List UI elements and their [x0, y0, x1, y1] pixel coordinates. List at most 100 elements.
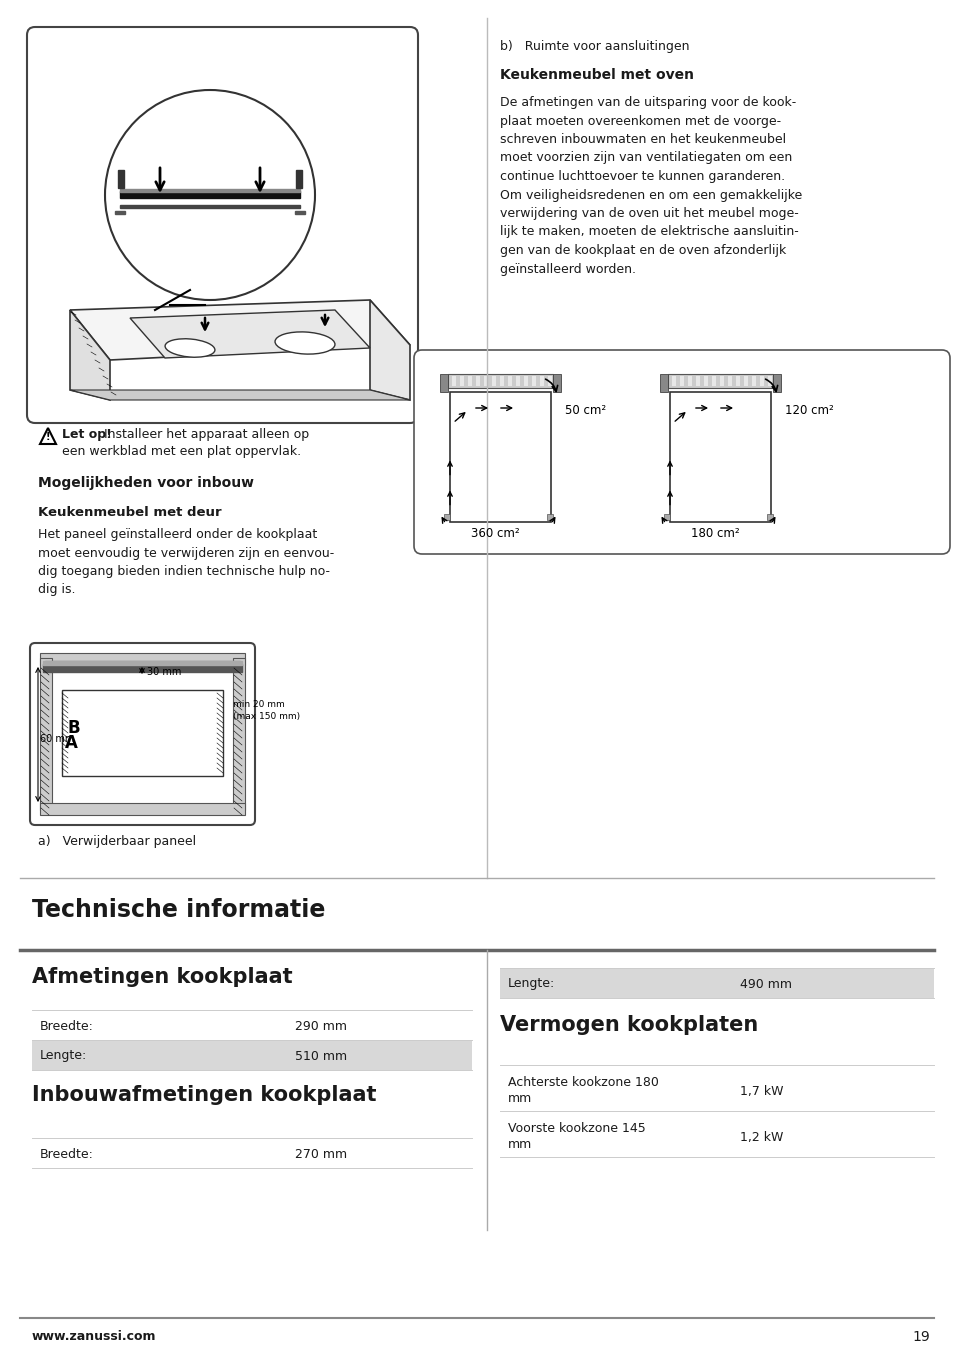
- Bar: [57, 680, 228, 796]
- Bar: [539, 376, 543, 387]
- Bar: [553, 375, 560, 392]
- Bar: [439, 375, 448, 392]
- Text: 290 mm: 290 mm: [294, 1019, 347, 1033]
- Bar: [32, 1040, 472, 1069]
- Bar: [43, 664, 242, 672]
- Polygon shape: [70, 389, 410, 400]
- Text: een werkblad met een plat oppervlak.: een werkblad met een plat oppervlak.: [62, 445, 301, 458]
- Text: Het paneel geïnstalleerd onder de kookplaat
moet eenvoudig te verwijderen zijn e: Het paneel geïnstalleerd onder de kookpl…: [38, 529, 334, 596]
- Text: Keukenmeubel met deur: Keukenmeubel met deur: [38, 506, 221, 519]
- Bar: [751, 376, 755, 387]
- FancyBboxPatch shape: [27, 27, 417, 423]
- Text: 1,7 kW: 1,7 kW: [740, 1084, 782, 1098]
- Text: Inbouwafmetingen kookplaat: Inbouwafmetingen kookplaat: [32, 1086, 376, 1105]
- Bar: [499, 1065, 933, 1111]
- Bar: [40, 803, 245, 815]
- Text: Technische informatie: Technische informatie: [32, 898, 325, 922]
- Text: b)   Ruimte voor aansluitingen: b) Ruimte voor aansluitingen: [499, 41, 689, 53]
- Text: 120 cm²: 120 cm²: [784, 403, 833, 416]
- Bar: [120, 189, 299, 192]
- Bar: [499, 376, 503, 387]
- Bar: [40, 653, 245, 665]
- Text: Installeer het apparaat alleen op: Installeer het apparaat alleen op: [100, 429, 309, 441]
- Bar: [233, 658, 245, 810]
- Text: Afmetingen kookplaat: Afmetingen kookplaat: [32, 967, 293, 987]
- Text: a)   Verwijderbaar paneel: a) Verwijderbaar paneel: [38, 836, 196, 848]
- Text: 510 mm: 510 mm: [294, 1049, 347, 1063]
- Bar: [727, 376, 731, 387]
- Text: 270 mm: 270 mm: [294, 1148, 347, 1160]
- Text: Achterste kookzone 180
mm: Achterste kookzone 180 mm: [507, 1076, 659, 1106]
- Polygon shape: [370, 300, 410, 400]
- Bar: [760, 376, 763, 387]
- Bar: [294, 211, 305, 214]
- Text: !: !: [46, 433, 51, 442]
- Text: Voorste kookzone 145
mm: Voorste kookzone 145 mm: [507, 1122, 645, 1152]
- Text: 50 cm²: 50 cm²: [564, 403, 605, 416]
- Bar: [687, 376, 691, 387]
- Text: Let op!: Let op!: [62, 429, 112, 441]
- Text: Breedte:: Breedte:: [40, 1019, 93, 1033]
- Bar: [507, 376, 512, 387]
- Text: 490 mm: 490 mm: [740, 977, 791, 991]
- Bar: [669, 392, 770, 522]
- Bar: [516, 376, 519, 387]
- Bar: [743, 376, 747, 387]
- Bar: [118, 170, 124, 188]
- Text: Vermogen kookplaten: Vermogen kookplaten: [499, 1015, 758, 1036]
- Bar: [532, 376, 536, 387]
- Bar: [696, 376, 700, 387]
- Bar: [659, 375, 667, 392]
- Text: 180 cm²: 180 cm²: [690, 527, 739, 539]
- Bar: [735, 376, 740, 387]
- Bar: [450, 392, 551, 522]
- Bar: [523, 376, 527, 387]
- Text: 19: 19: [911, 1330, 929, 1344]
- Bar: [711, 376, 716, 387]
- Bar: [492, 376, 496, 387]
- Bar: [468, 376, 472, 387]
- Bar: [499, 968, 933, 998]
- Polygon shape: [70, 310, 110, 400]
- Bar: [115, 211, 125, 214]
- Text: 360 cm²: 360 cm²: [470, 527, 518, 539]
- Bar: [767, 376, 771, 387]
- Bar: [547, 376, 552, 387]
- Bar: [720, 376, 723, 387]
- Text: 30 mm: 30 mm: [147, 667, 181, 677]
- Bar: [32, 1138, 472, 1168]
- Bar: [671, 376, 676, 387]
- Bar: [667, 375, 772, 388]
- FancyBboxPatch shape: [30, 644, 254, 825]
- Text: min 20 mm
(max 150 mm): min 20 mm (max 150 mm): [233, 700, 300, 721]
- Bar: [295, 170, 302, 188]
- Bar: [476, 376, 479, 387]
- Bar: [546, 514, 553, 521]
- Text: A: A: [65, 734, 78, 752]
- Text: Breedte:: Breedte:: [40, 1148, 93, 1160]
- Bar: [459, 376, 463, 387]
- Polygon shape: [70, 300, 410, 360]
- Bar: [703, 376, 707, 387]
- Bar: [32, 1010, 472, 1040]
- Bar: [43, 661, 242, 665]
- Bar: [483, 376, 488, 387]
- FancyBboxPatch shape: [414, 350, 949, 554]
- Bar: [45, 661, 240, 667]
- Text: De afmetingen van de uitsparing voor de kook-
plaat moeten overeenkomen met de v: De afmetingen van de uitsparing voor de …: [499, 96, 801, 276]
- Bar: [452, 376, 456, 387]
- Bar: [62, 690, 223, 776]
- Polygon shape: [130, 310, 370, 358]
- Text: Lengte:: Lengte:: [507, 977, 555, 991]
- Bar: [443, 514, 450, 521]
- Text: Lengte:: Lengte:: [40, 1049, 87, 1063]
- Ellipse shape: [274, 331, 335, 354]
- Bar: [448, 375, 553, 388]
- Bar: [499, 1111, 933, 1157]
- Bar: [40, 658, 52, 810]
- Text: 60 mm: 60 mm: [40, 734, 74, 744]
- Ellipse shape: [165, 339, 214, 357]
- Bar: [663, 514, 669, 521]
- Text: B: B: [68, 719, 81, 737]
- Bar: [120, 191, 299, 197]
